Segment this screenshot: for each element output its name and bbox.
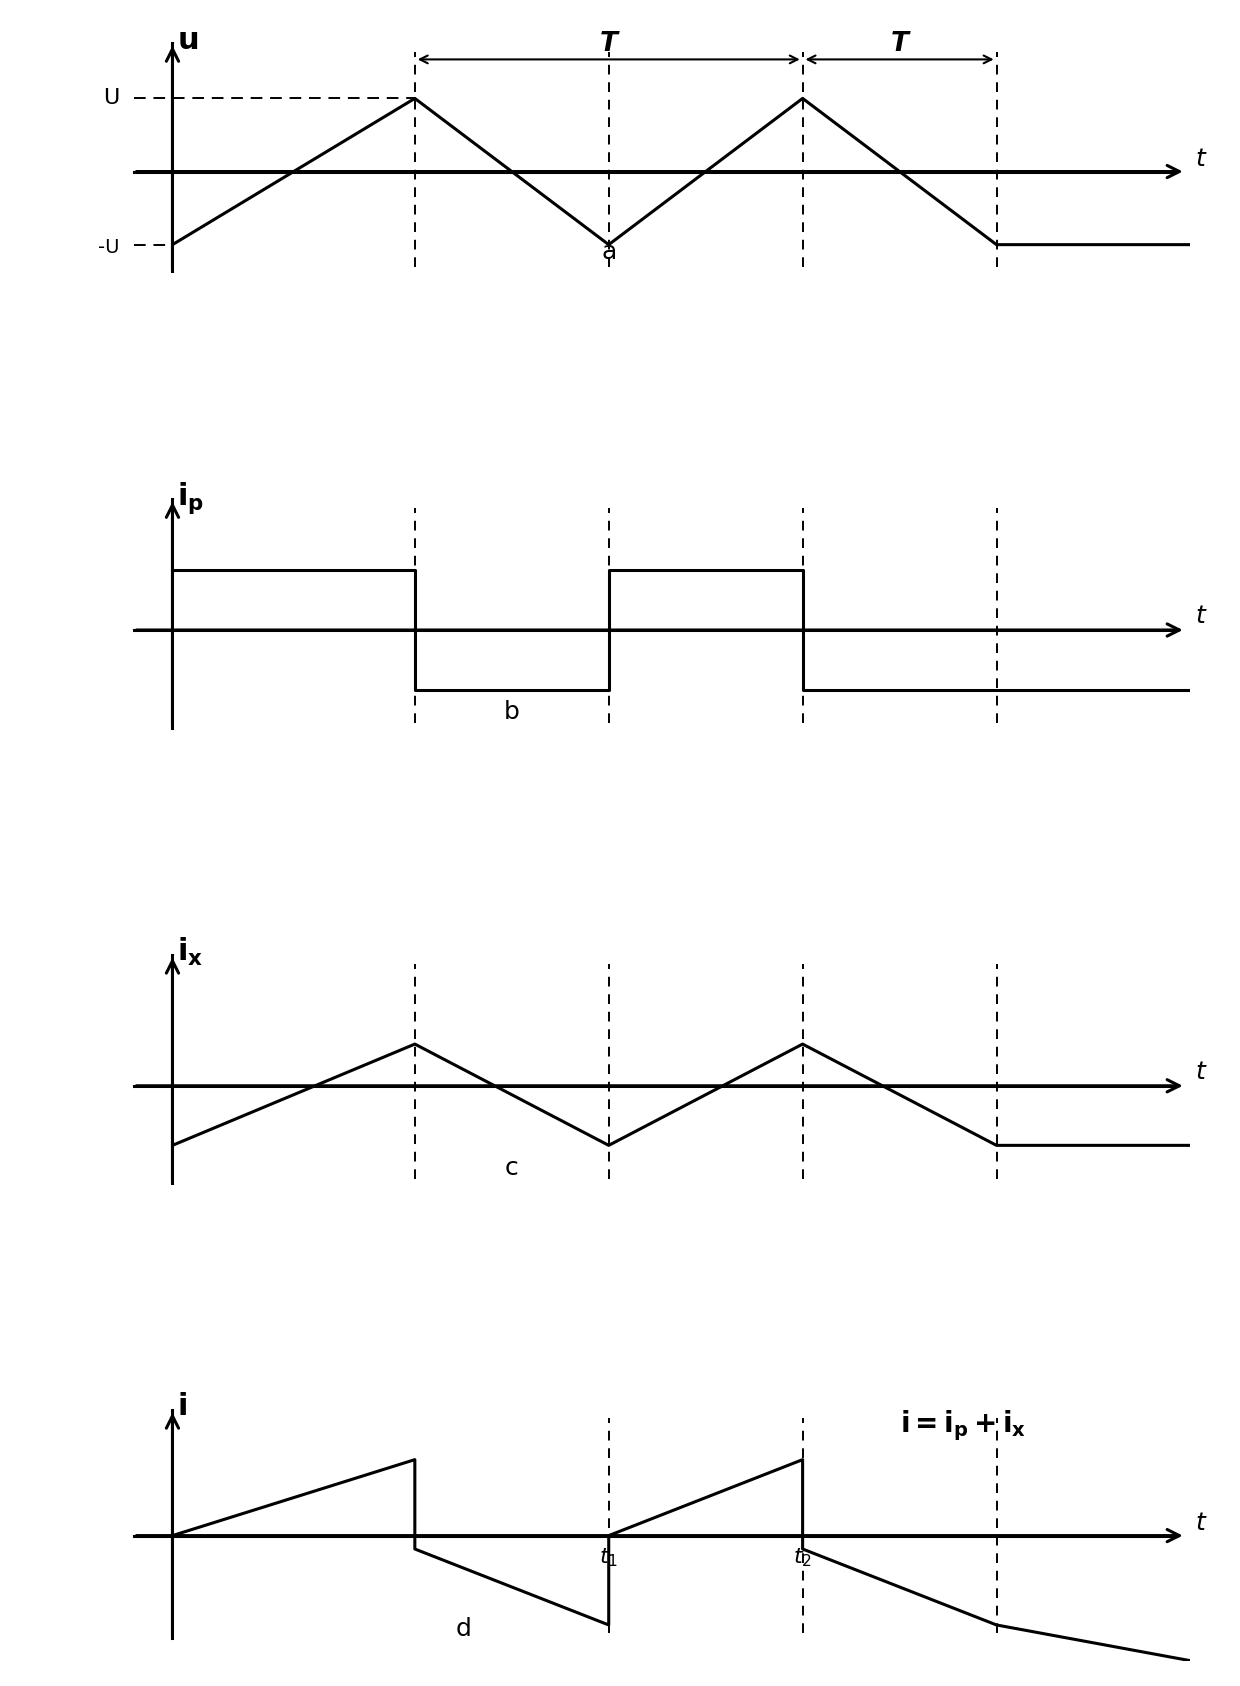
Text: $t_1$: $t_1$: [599, 1546, 619, 1570]
Text: a: a: [601, 241, 616, 265]
Text: t: t: [1195, 1059, 1205, 1084]
Text: T: T: [600, 30, 618, 57]
Text: -U: -U: [98, 238, 119, 256]
Text: $\mathbf{i_x}$: $\mathbf{i_x}$: [177, 936, 203, 968]
Text: U: U: [103, 88, 119, 108]
Text: $t_2$: $t_2$: [794, 1546, 812, 1570]
Text: b: b: [503, 700, 520, 725]
Text: $\mathbf{i_p}$: $\mathbf{i_p}$: [177, 481, 205, 516]
Text: $\mathbf{i = i_p + i_x}$: $\mathbf{i = i_p + i_x}$: [899, 1409, 1025, 1443]
Text: t: t: [1195, 147, 1205, 170]
Text: T: T: [890, 30, 909, 57]
Text: t: t: [1195, 604, 1205, 627]
Text: d: d: [455, 1617, 471, 1640]
Text: u: u: [177, 25, 198, 54]
Text: t: t: [1195, 1511, 1205, 1536]
Text: c: c: [505, 1157, 518, 1180]
Text: $\mathbf{i}$: $\mathbf{i}$: [177, 1393, 187, 1421]
